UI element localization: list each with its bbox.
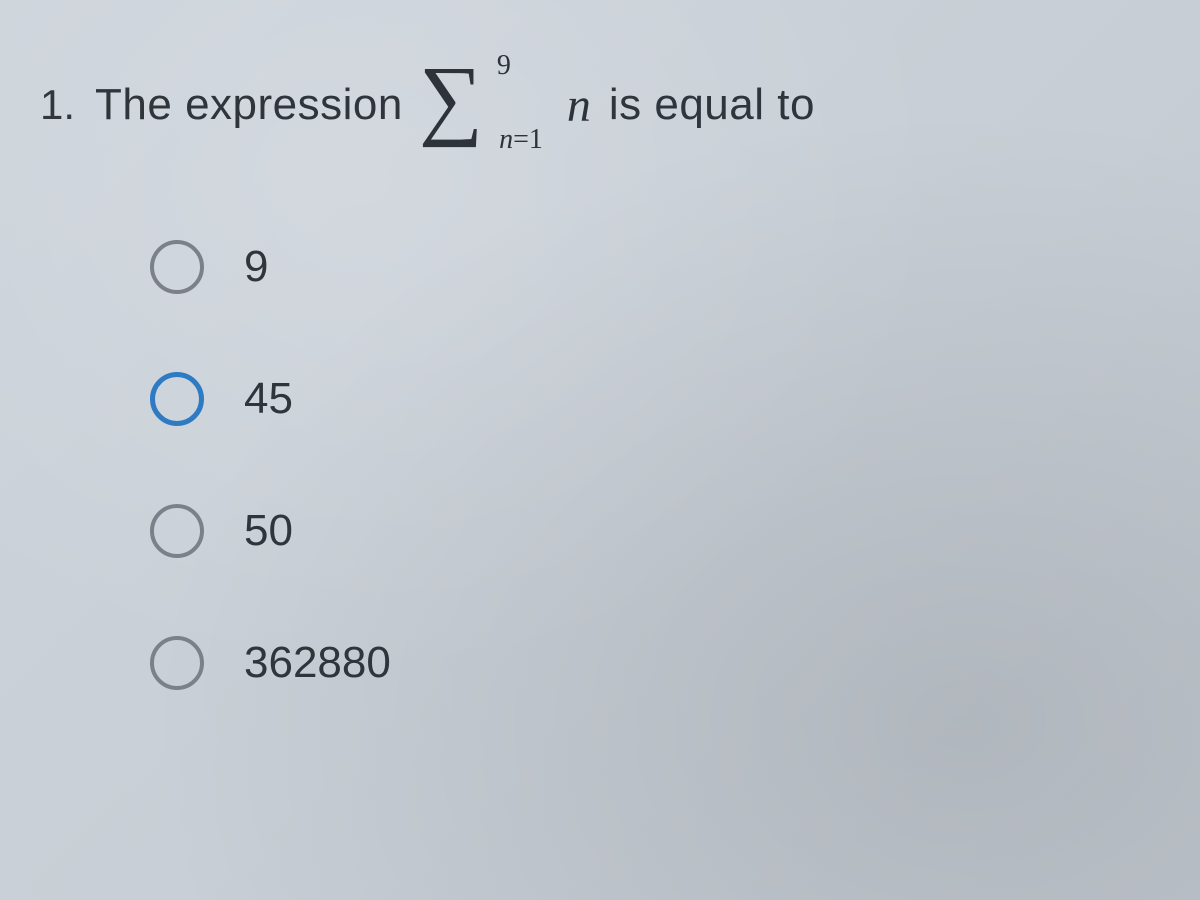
radio-icon[interactable]: [150, 372, 204, 426]
option-1[interactable]: 45: [150, 372, 1160, 426]
sigma-glyph: ∑: [419, 54, 483, 144]
option-label: 9: [244, 242, 268, 292]
summand-variable: n: [567, 78, 591, 133]
sigma-symbol: ∑ 9 n=1: [423, 60, 503, 150]
question-row: 1. The expression ∑ 9 n=1 n is equal to: [40, 60, 1160, 150]
option-label: 50: [244, 506, 293, 556]
question-text-before: The expression: [95, 80, 403, 130]
sigma-lower-eq: =: [513, 124, 529, 155]
radio-icon[interactable]: [150, 240, 204, 294]
question-text-after: is equal to: [609, 80, 815, 130]
sigma-expression: ∑ 9 n=1: [423, 60, 503, 150]
option-0[interactable]: 9: [150, 240, 1160, 294]
sigma-upper-limit: 9: [497, 50, 511, 82]
question-number: 1.: [40, 81, 75, 129]
sigma-lower-var: n: [499, 124, 513, 155]
sigma-lower-val: 1: [529, 124, 543, 155]
options-list: 9 45 50 362880: [40, 240, 1160, 690]
option-3[interactable]: 362880: [150, 636, 1160, 690]
option-label: 45: [244, 374, 293, 424]
sigma-lower-limit: n=1: [499, 124, 543, 156]
radio-icon[interactable]: [150, 636, 204, 690]
radio-icon[interactable]: [150, 504, 204, 558]
option-2[interactable]: 50: [150, 504, 1160, 558]
option-label: 362880: [244, 638, 391, 688]
